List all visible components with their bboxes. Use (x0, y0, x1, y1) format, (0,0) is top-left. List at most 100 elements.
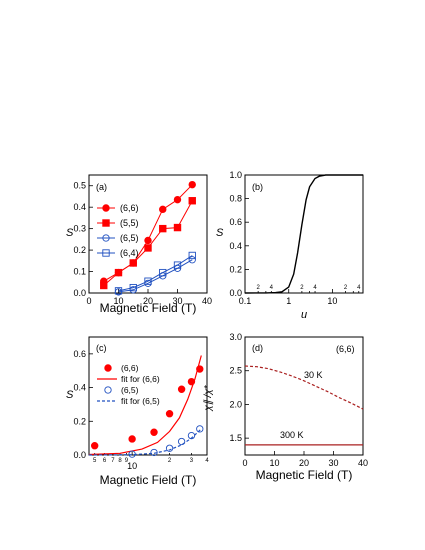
data-point (129, 283, 137, 292)
legend-marker (102, 234, 110, 242)
x-axis-label: Magnetic Field (T) (100, 301, 197, 315)
data-point (188, 251, 196, 260)
legend-label: (6,5) (120, 233, 139, 243)
legend-label: (6,6) (120, 203, 139, 213)
data-point (188, 197, 196, 205)
x-minor-label: 9 (125, 458, 129, 464)
data-point (114, 287, 123, 295)
data-point (114, 268, 123, 277)
data-point (188, 180, 196, 189)
legend-marker (104, 364, 112, 372)
legend-marker (102, 204, 110, 212)
x-tick-label: 10 (113, 296, 123, 306)
data-point (90, 442, 99, 450)
x-tick-label: 40 (358, 458, 368, 468)
legend-label: (6,4) (120, 248, 139, 258)
panel-a: 0 10 20 30 40 0.0 0.1 0.2 0.3 0.4 0.5 (6,6) (5,5) (6,… (66, 174, 212, 315)
fit-line (88, 355, 202, 456)
plot-frame (244, 336, 364, 456)
y-tick-label: 0.4 (73, 383, 86, 393)
x-minor-label: 2 (168, 458, 172, 464)
panel-label: (d) (252, 343, 263, 353)
y-tick-label: 0.2 (73, 245, 86, 255)
legend-marker (102, 249, 110, 257)
data-point (177, 385, 186, 393)
data-point (177, 437, 186, 446)
legend-label: (5,5) (120, 218, 139, 228)
plot-frame (88, 174, 208, 294)
legend-label: (6,5) (121, 385, 139, 395)
panel-d: 0 10 20 30 40 1.5 2.0 2.5 3.0 30 K 300 K (d) (6,6)… (203, 332, 368, 482)
plot-frame (244, 174, 364, 294)
x-tick-label: 0 (86, 296, 91, 306)
series-label: 30 K (304, 370, 323, 380)
y-tick-label: 0.0 (73, 450, 86, 460)
y-tick-label: 0.0 (73, 288, 86, 298)
y-tick-label: 1.5 (229, 433, 242, 443)
x-tick-label: 20 (143, 296, 153, 306)
x-minor-label: 2 (344, 285, 348, 291)
y-tick-label: 3.0 (229, 332, 242, 342)
y-tick-label: 1.0 (229, 170, 242, 180)
x-minor-label: 5 (93, 458, 97, 464)
data-point (100, 281, 108, 290)
x-axis-label: Magnetic Field (T) (256, 468, 353, 482)
data-point (129, 259, 137, 267)
y-tick-label: 0.0 (229, 288, 242, 298)
data-point (196, 425, 204, 433)
y-tick-label: 0.3 (73, 224, 86, 234)
data-point (144, 244, 152, 252)
data-point (150, 428, 158, 436)
legend-marker (104, 386, 112, 394)
x-minor-label: 7 (111, 458, 115, 464)
x-axis-label: u (301, 309, 307, 321)
data-point (150, 448, 158, 457)
x-tick-label: 0 (242, 458, 247, 468)
x-minor-label: 4 (313, 285, 317, 291)
x-tick-label: 30 (172, 296, 182, 306)
series-line (118, 259, 193, 293)
x-tick-label: 10 (269, 458, 279, 468)
y-axis-label: S (216, 227, 224, 239)
data-point (159, 205, 167, 214)
x-minor-label: 4 (357, 285, 361, 291)
legend-label: (6,6) (121, 363, 139, 373)
data-point (144, 277, 152, 285)
series-line (244, 365, 364, 410)
y-tick-label: 0.6 (229, 217, 242, 227)
series-label: 300 K (280, 430, 304, 440)
x-minor-label: 4 (205, 458, 209, 464)
panel-b: 0.1 1 10 2 4 2 4 2 4 0.0 0.2 0.4 0.6 0.8 1.0 (b) u S (216, 170, 364, 321)
y-axis-label: S (66, 227, 74, 239)
y-tick-label: 0.2 (73, 416, 86, 426)
legend-label: fit for (6,6) (121, 374, 160, 384)
y-tick-label: 0.8 (229, 194, 242, 204)
y-tick-label: 2.5 (229, 366, 242, 376)
series-line (118, 255, 193, 292)
y-tick-label: 0.4 (73, 202, 86, 212)
x-tick-label: 40 (202, 296, 212, 306)
data-point (188, 256, 196, 264)
data-point (173, 261, 182, 269)
legend-marker (102, 219, 110, 227)
x-axis-label: Magnetic Field (T) (100, 473, 197, 487)
y-tick-label: 0.6 (73, 349, 86, 359)
x-tick-label: 0.1 (239, 296, 252, 306)
x-minor-label: 3 (190, 458, 194, 464)
panel-c: 10 5 6 7 8 9 2 3 4 0.0 0.2 0.4 0.6 (6,6)fit for (6,6)… (66, 336, 209, 487)
x-minor-label: 4 (270, 285, 274, 291)
y-axis-label: S (66, 389, 74, 401)
y-tick-label: 0.4 (229, 241, 242, 251)
x-tick-label: 10 (327, 296, 337, 306)
panel-label: (a) (96, 182, 107, 192)
x-tick-label: 1 (286, 296, 291, 306)
data-point (159, 268, 167, 277)
data-point (159, 224, 167, 233)
y-tick-label: 2.0 (229, 399, 242, 409)
data-point (128, 435, 136, 443)
x-minor-label: 2 (256, 285, 260, 291)
y-axis-label: χ∥ /χ* (203, 384, 214, 411)
series-line (244, 174, 363, 294)
x-tick-label: 20 (299, 458, 309, 468)
